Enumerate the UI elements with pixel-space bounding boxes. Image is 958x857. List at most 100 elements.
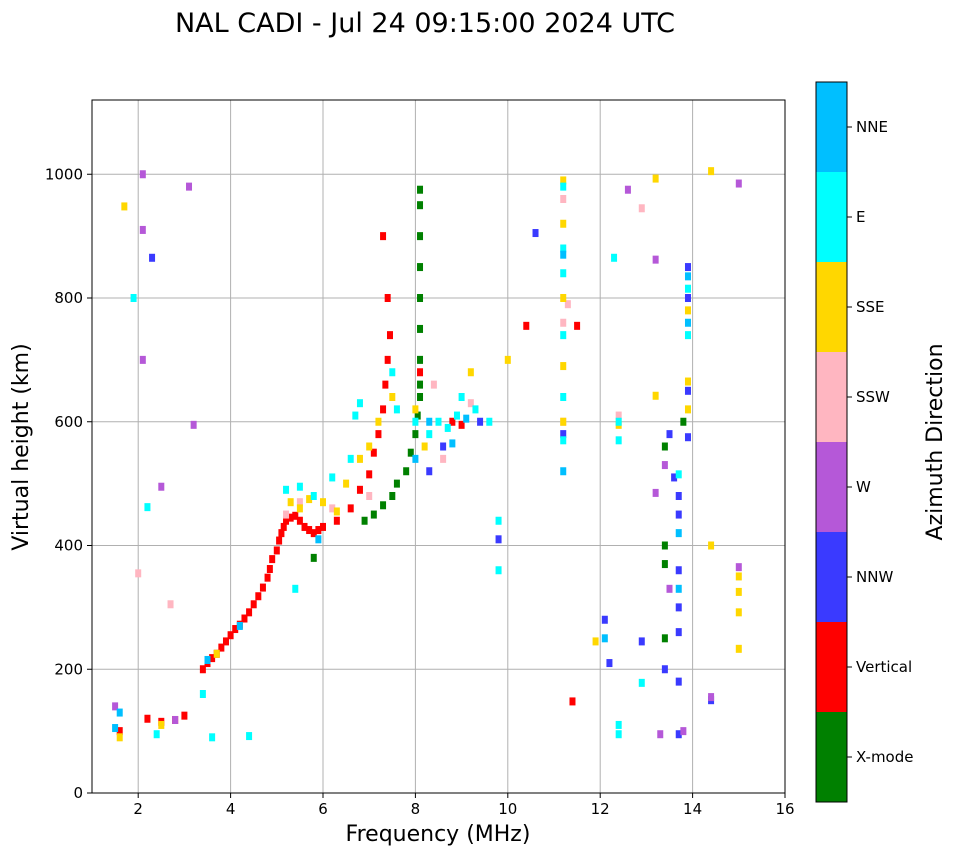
grid-lines	[92, 100, 786, 794]
colorbar-tick-label: NNE	[856, 118, 888, 136]
echo-point-vertical	[569, 697, 576, 706]
echo-point-e	[615, 436, 622, 445]
echo-point-sse	[158, 720, 165, 729]
echo-point-e	[615, 417, 622, 426]
colorbar-segment	[816, 82, 847, 172]
colorbar-segment	[816, 712, 847, 802]
echo-point-nnw	[638, 637, 645, 646]
echo-point-vertical	[222, 637, 229, 646]
colorbar: X-mode Vertical NNW W SSW SSE E NNE	[815, 81, 913, 803]
echo-point-vertical	[181, 711, 188, 720]
echo-point-sse	[652, 391, 659, 400]
echo-point-sse	[684, 377, 691, 386]
colorbar-segment	[816, 172, 847, 262]
echo-point-vertical	[333, 516, 340, 525]
echo-point-vertical	[449, 417, 456, 426]
y-tick-label: 0	[73, 784, 83, 802]
echo-point-x-mode	[310, 553, 317, 562]
echo-point-nne	[684, 318, 691, 327]
x-tick-label: 2	[133, 800, 143, 818]
echo-point-vertical	[241, 614, 248, 623]
echo-point-w	[190, 420, 197, 429]
echo-point-sse	[296, 504, 303, 513]
echo-point-sse	[412, 405, 419, 414]
echo-point-e	[615, 720, 622, 729]
echo-point-nne	[601, 634, 608, 643]
echo-point-sse	[560, 362, 567, 371]
echo-point-vertical	[259, 583, 266, 592]
echo-point-nnw	[684, 386, 691, 395]
echo-point-w	[652, 255, 659, 264]
echo-point-nne	[684, 272, 691, 281]
echo-point-nnw	[675, 566, 682, 575]
echo-point-e	[389, 368, 396, 377]
echo-point-w	[666, 584, 673, 593]
echo-point-vertical	[382, 380, 389, 389]
echo-point-sse	[735, 587, 742, 596]
echo-point-nne	[560, 467, 567, 476]
echo-point-e	[560, 393, 567, 401]
echo-point-x-mode	[417, 185, 424, 194]
echo-point-e	[486, 417, 493, 426]
echo-point-sse	[333, 507, 340, 516]
echo-point-w	[624, 185, 631, 194]
x-tick-label: 6	[318, 800, 328, 818]
echo-point-vertical	[250, 600, 257, 609]
echo-point-vertical	[273, 546, 280, 555]
x-axis-label: Frequency (MHz)	[346, 822, 531, 847]
echo-point-x-mode	[417, 355, 424, 364]
y-tick-label: 600	[54, 413, 83, 431]
echo-point-vertical	[199, 665, 206, 674]
echo-point-e	[209, 733, 216, 742]
echo-point-nne	[463, 414, 470, 423]
echo-point-nne	[204, 655, 211, 664]
echo-point-ssw	[440, 454, 447, 463]
echo-point-e	[560, 182, 567, 191]
echo-point-e	[495, 516, 502, 525]
echo-point-vertical	[347, 504, 354, 513]
x-tick-label: 8	[411, 800, 421, 818]
echo-point-e	[684, 331, 691, 340]
echo-point-nne	[449, 439, 456, 448]
echo-point-vertical	[370, 448, 377, 457]
echo-point-vertical	[386, 331, 393, 340]
echo-point-vertical	[209, 654, 216, 663]
echo-point-sse	[421, 442, 428, 451]
echo-point-nne	[426, 417, 433, 426]
echo-point-e	[458, 393, 465, 401]
echo-point-x-mode	[417, 263, 424, 272]
echo-point-nnw	[675, 603, 682, 612]
echo-point-vertical	[292, 511, 299, 520]
plot-area	[92, 100, 785, 793]
echo-point-sse	[735, 572, 742, 581]
x-axis-ticks: 2 4 6 8 10 12 14 16	[133, 793, 795, 818]
echo-point-e	[560, 436, 567, 445]
echo-point-w	[139, 170, 146, 179]
echo-point-vertical	[380, 232, 387, 241]
echo-point-e	[560, 269, 567, 278]
echo-point-w	[735, 563, 742, 572]
echo-point-vertical	[296, 516, 303, 525]
echo-point-e	[283, 485, 290, 494]
colorbar-tick-label: E	[856, 208, 865, 226]
echo-point-w	[158, 482, 165, 491]
colorbar-segment	[816, 532, 847, 622]
echo-point-x-mode	[412, 430, 419, 439]
colorbar-tick-label: W	[856, 478, 871, 496]
echo-point-e	[356, 399, 363, 408]
echo-point-nne	[675, 584, 682, 593]
echo-point-ssw	[329, 504, 336, 513]
echo-point-e	[144, 503, 151, 512]
colorbar-tick-label: NNW	[856, 568, 893, 586]
echo-point-vertical	[280, 522, 287, 531]
echo-point-e	[292, 584, 299, 593]
echo-point-vertical	[144, 714, 151, 723]
echo-point-nne	[675, 529, 682, 538]
echo-point-vertical	[227, 631, 234, 640]
echo-point-sse	[366, 442, 373, 451]
echo-point-sse	[560, 294, 567, 302]
y-tick-label: 400	[54, 537, 83, 555]
colorbar-tick-label: Vertical	[856, 658, 912, 676]
colorbar-tick-label: SSW	[856, 388, 890, 406]
